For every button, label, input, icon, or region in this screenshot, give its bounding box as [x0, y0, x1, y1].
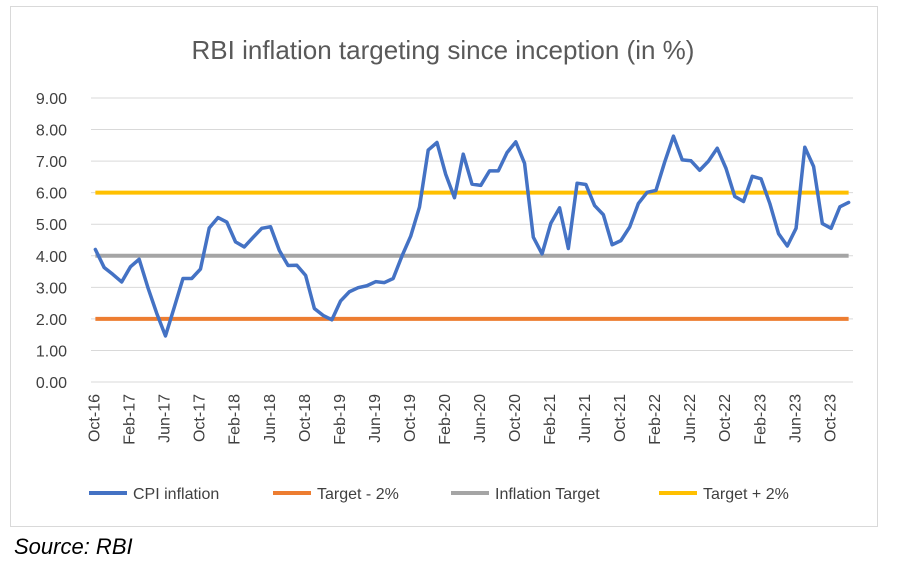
- x-tick-label: Oct-22: [717, 394, 734, 442]
- y-tick-label: 0.00: [36, 375, 67, 392]
- x-tick-label: Feb-18: [227, 394, 244, 445]
- y-axis-tick-labels: 0.00 1.00 2.00 3.00 4.00 5.00 6.00 7.00 8.00 9.00: [36, 91, 67, 392]
- y-tick-label: 9.00: [36, 91, 67, 108]
- x-tick-label: Jun-19: [367, 394, 384, 443]
- y-tick-label: 2.00: [36, 312, 67, 329]
- x-axis-tick-labels: Oct-16 Feb-17 Jun-17 Oct-17 Feb-18 Jun-18 Oct-…: [87, 394, 840, 445]
- y-tick-label: 6.00: [36, 186, 67, 203]
- y-tick-label: 1.00: [36, 343, 67, 360]
- x-tick-label: Jun-21: [577, 394, 594, 443]
- x-tick-label: Feb-20: [437, 394, 454, 445]
- series-line-cpi-inflation: [93, 134, 851, 338]
- chart-frame: RBI inflation targeting since inception …: [10, 6, 878, 527]
- y-tick-label: 5.00: [36, 217, 67, 234]
- legend-item: Target - 2%: [273, 486, 399, 503]
- x-tick-label: Feb-17: [122, 394, 139, 445]
- x-tick-label: Oct-20: [507, 394, 524, 442]
- legend-label: Target + 2%: [703, 486, 789, 503]
- x-tick-label: Oct-17: [192, 394, 209, 442]
- line-chart: RBI inflation targeting since inception …: [36, 35, 853, 503]
- x-tick-label: Oct-21: [612, 394, 629, 442]
- legend-item: CPI inflation: [89, 486, 219, 503]
- source-note: Source: RBI: [14, 534, 133, 559]
- x-tick-label: Jun-17: [157, 394, 174, 443]
- legend-item: Inflation Target: [451, 486, 600, 503]
- x-tick-label: Oct-19: [402, 394, 419, 442]
- x-tick-label: Oct-23: [822, 394, 839, 442]
- y-tick-label: 4.00: [36, 249, 67, 266]
- x-tick-label: Feb-22: [647, 394, 664, 445]
- x-tick-label: Jun-22: [682, 394, 699, 443]
- x-tick-label: Oct-16: [87, 394, 104, 442]
- legend-label: Inflation Target: [495, 486, 600, 503]
- x-tick-label: Jun-20: [472, 394, 489, 443]
- x-tick-label: Feb-19: [332, 394, 349, 445]
- x-tick-label: Jun-18: [262, 394, 279, 443]
- y-tick-label: 8.00: [36, 123, 67, 140]
- y-tick-label: 7.00: [36, 154, 67, 171]
- legend-label: CPI inflation: [133, 486, 219, 503]
- series-layer: [93, 134, 851, 338]
- legend-item: Target + 2%: [659, 486, 789, 503]
- x-tick-label: Oct-18: [297, 394, 314, 442]
- x-tick-label: Jun-23: [787, 394, 804, 443]
- chart-title: RBI inflation targeting since inception …: [192, 35, 695, 65]
- legend-label: Target - 2%: [317, 486, 399, 503]
- x-tick-label: Feb-21: [542, 394, 559, 445]
- legend: CPI inflation Target - 2% Inflation Target…: [89, 486, 789, 503]
- y-tick-label: 3.00: [36, 280, 67, 297]
- x-tick-label: Feb-23: [752, 394, 769, 445]
